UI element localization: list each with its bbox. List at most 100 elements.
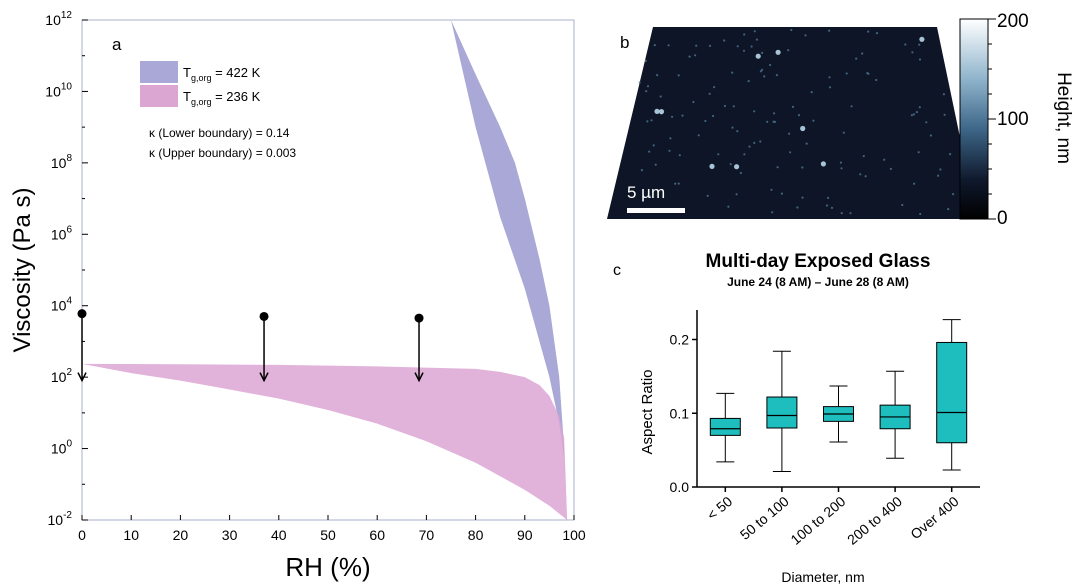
afm-particle	[804, 34, 807, 37]
afm-particle	[688, 55, 691, 58]
afm-particle	[717, 153, 720, 156]
legend-236k-main: T	[183, 89, 191, 104]
afm-particle	[694, 54, 697, 57]
afm-particle	[759, 140, 762, 143]
legend-label-236k: Tg,org = 236 K	[183, 89, 261, 107]
afm-particle	[697, 134, 700, 137]
afm-particle	[875, 31, 879, 35]
afm-particle	[939, 168, 942, 171]
afm-particle	[912, 113, 916, 116]
afm-particle	[904, 43, 907, 46]
c-x-tick-label: Over 400	[907, 493, 962, 542]
arrow-start-dot-0	[77, 309, 87, 319]
afm-particle	[845, 72, 848, 75]
afm-particle	[723, 39, 726, 42]
afm-particle	[743, 33, 746, 36]
afm-particle	[889, 167, 893, 170]
afm-particle	[773, 120, 777, 123]
x-tick-label: 80	[468, 527, 484, 543]
afm-particle	[775, 49, 781, 55]
afm-particle	[669, 137, 672, 140]
panel-a-x-axis-label: RH (%)	[285, 552, 370, 582]
afm-particle	[810, 91, 813, 94]
afm-particle	[910, 114, 914, 117]
afm-particle	[775, 74, 779, 77]
afm-particle	[917, 151, 920, 154]
afm-particle	[771, 211, 774, 214]
legend-label-422k: Tg,org = 422 K	[183, 65, 261, 83]
y-tick-label: 100	[51, 439, 73, 457]
afm-particle	[949, 153, 952, 156]
panel-c-y-axis-label: Aspect Ratio	[639, 369, 656, 454]
afm-particle	[649, 195, 652, 198]
panel-c-x-axis-label: Diameter, nm	[781, 569, 864, 585]
afm-particle	[919, 212, 922, 216]
afm-particle	[867, 30, 870, 33]
afm-particle	[755, 38, 759, 41]
afm-particle	[875, 78, 878, 82]
afm-particle	[901, 203, 904, 207]
afm-particle	[827, 196, 830, 199]
afm-particle	[855, 57, 858, 60]
panel-a-label: a	[112, 35, 122, 54]
kappa-upper-annotation: κ (Upper boundary) = 0.003	[149, 146, 296, 160]
afm-particle	[706, 194, 709, 197]
afm-particle	[842, 131, 845, 134]
afm-particle	[840, 167, 843, 170]
afm-particles	[638, 28, 955, 216]
afm-particle	[828, 86, 832, 89]
y-tick-label: 1010	[45, 81, 72, 99]
panel-b: 5 µm b 200 100 0 Height, nm	[607, 11, 1072, 229]
legend: Tg,org = 422 K Tg,org = 236 K	[140, 61, 261, 107]
afm-particle	[704, 119, 707, 123]
panel-a-arrows	[77, 309, 424, 383]
c-x-tick-label: < 50	[704, 493, 736, 523]
colorbar-label: Height, nm	[1053, 72, 1072, 164]
afm-particle	[753, 110, 756, 113]
colorbar-tick-0: 0	[997, 208, 1008, 229]
legend-236k-tail: = 236 K	[211, 89, 260, 104]
c-y-tick-label: 0.1	[670, 405, 690, 421]
afm-particle	[645, 90, 648, 93]
afm-particle	[787, 49, 790, 52]
afm-particle	[915, 111, 919, 114]
colorbar-tick-200: 200	[997, 11, 1029, 32]
afm-particle	[723, 104, 727, 108]
afm-particle	[755, 53, 761, 59]
legend-422k-tail: = 422 K	[211, 65, 260, 80]
x-tick-label: 20	[173, 527, 189, 543]
afm-particle	[791, 105, 795, 108]
y-tick-label: 108	[51, 153, 73, 171]
area-band-1	[82, 363, 568, 520]
afm-particle	[654, 163, 657, 166]
afm-particle	[695, 44, 698, 47]
x-tick-label: 30	[222, 527, 238, 543]
panel-a-areas	[82, 20, 568, 520]
afm-particle	[761, 51, 764, 55]
colorbar-ticks	[988, 18, 996, 220]
afm-particle	[735, 193, 738, 196]
arrow-head-0	[77, 372, 87, 383]
c-x-tick-label: 200 to 400	[844, 493, 905, 548]
afm-particle	[864, 175, 867, 178]
legend-swatch-236k	[140, 85, 178, 107]
x-tick-label: 10	[123, 527, 139, 543]
afm-particle	[739, 171, 743, 175]
afm-particle	[681, 114, 684, 117]
afm-particle	[797, 114, 801, 117]
afm-particle	[708, 44, 712, 48]
area-band-0	[451, 20, 568, 520]
afm-particle	[638, 81, 641, 84]
panel-a-x-ticks: 0 10 20 30 40 50 60 70 80 90 100	[78, 515, 586, 543]
panel-c: Multi-day Exposed Glass June 24 (8 AM) –…	[613, 251, 980, 585]
y-tick-label: 1012	[45, 10, 72, 28]
afm-particle	[937, 174, 940, 177]
afm-particle	[736, 130, 739, 133]
afm-particle	[850, 105, 853, 108]
afm-particle	[658, 109, 665, 115]
afm-particle	[656, 74, 659, 77]
afm-particle	[729, 163, 732, 166]
panel-c-label: c	[613, 262, 621, 279]
afm-particle	[766, 120, 769, 123]
